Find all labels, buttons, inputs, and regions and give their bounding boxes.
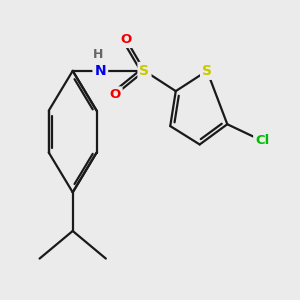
Text: O: O <box>121 33 132 46</box>
Text: N: N <box>94 64 106 78</box>
Text: S: S <box>202 64 212 78</box>
Text: S: S <box>140 64 149 78</box>
Text: Cl: Cl <box>255 134 269 147</box>
Text: H: H <box>93 48 104 61</box>
Text: O: O <box>110 88 121 101</box>
